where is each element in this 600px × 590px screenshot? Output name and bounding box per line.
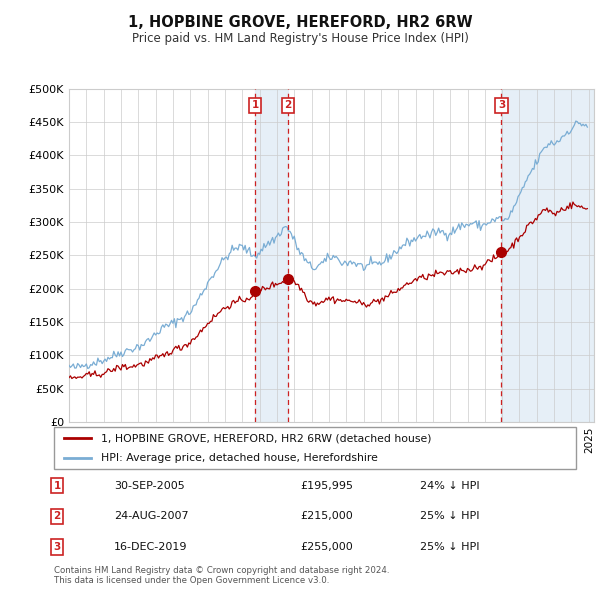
Text: HPI: Average price, detached house, Herefordshire: HPI: Average price, detached house, Here… — [101, 453, 378, 463]
Text: 24% ↓ HPI: 24% ↓ HPI — [420, 481, 479, 490]
Text: £195,995: £195,995 — [300, 481, 353, 490]
Text: 25% ↓ HPI: 25% ↓ HPI — [420, 542, 479, 552]
Text: 16-DEC-2019: 16-DEC-2019 — [114, 542, 187, 552]
Text: 1, HOPBINE GROVE, HEREFORD, HR2 6RW (detached house): 1, HOPBINE GROVE, HEREFORD, HR2 6RW (det… — [101, 433, 431, 443]
Text: 1: 1 — [53, 481, 61, 490]
Bar — [502, 88, 594, 422]
Text: 3: 3 — [498, 100, 505, 110]
Text: 30-SEP-2005: 30-SEP-2005 — [114, 481, 185, 490]
Text: 3: 3 — [53, 542, 61, 552]
Text: 1: 1 — [251, 100, 259, 110]
Text: £215,000: £215,000 — [300, 512, 353, 521]
Text: 1, HOPBINE GROVE, HEREFORD, HR2 6RW: 1, HOPBINE GROVE, HEREFORD, HR2 6RW — [128, 15, 472, 30]
Text: £255,000: £255,000 — [300, 542, 353, 552]
Text: 24-AUG-2007: 24-AUG-2007 — [114, 512, 188, 521]
Text: 2: 2 — [284, 100, 292, 110]
Text: Price paid vs. HM Land Registry's House Price Index (HPI): Price paid vs. HM Land Registry's House … — [131, 32, 469, 45]
Text: 25% ↓ HPI: 25% ↓ HPI — [420, 512, 479, 521]
Bar — [255, 88, 288, 422]
Text: 2: 2 — [53, 512, 61, 521]
Text: Contains HM Land Registry data © Crown copyright and database right 2024.
This d: Contains HM Land Registry data © Crown c… — [54, 566, 389, 585]
